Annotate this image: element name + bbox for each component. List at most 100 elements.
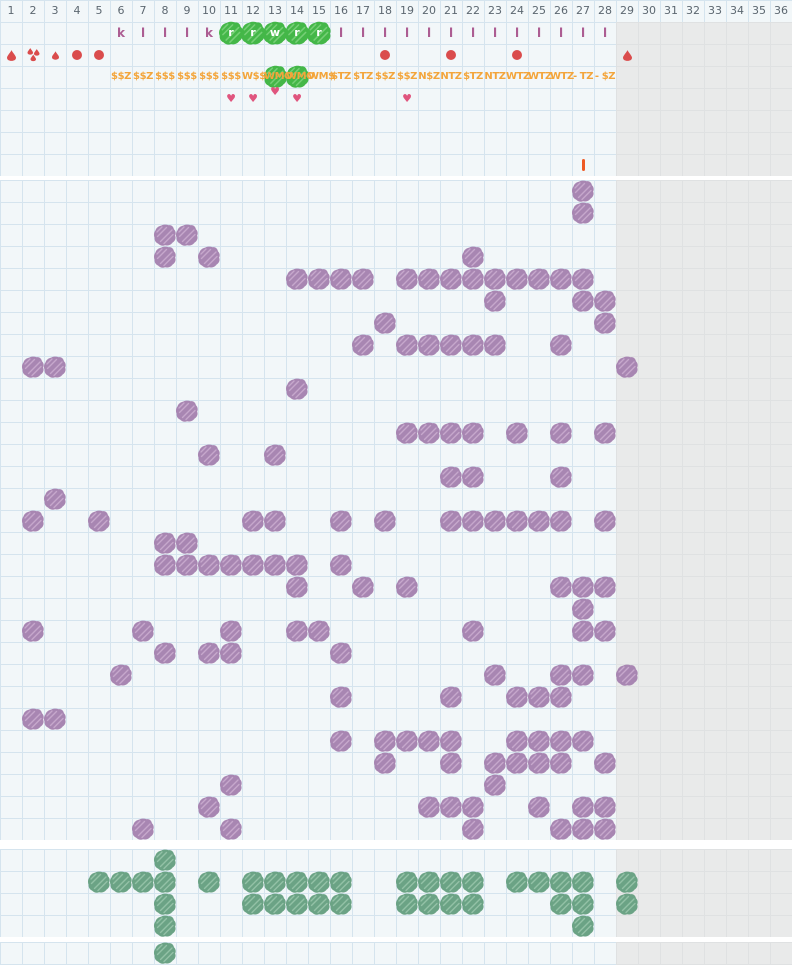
crop-blob-purple[interactable] — [153, 223, 177, 247]
crop-blob-purple[interactable] — [593, 311, 617, 335]
crop-blob-purple[interactable] — [571, 201, 595, 225]
harvest-letter-blob[interactable]: r — [306, 20, 332, 46]
crop-blob-purple[interactable] — [571, 575, 595, 599]
crop-blob-purple[interactable] — [197, 245, 221, 269]
crop-blob-purple[interactable] — [43, 487, 67, 511]
crop-blob-purple[interactable] — [593, 795, 617, 819]
crop-blob-purple[interactable] — [439, 267, 463, 291]
crop-blob-purple[interactable] — [483, 509, 507, 533]
crop-blob-purple[interactable] — [241, 553, 265, 577]
crop-blob-green[interactable] — [153, 914, 177, 938]
crop-blob-purple[interactable] — [549, 267, 573, 291]
crop-blob-purple[interactable] — [395, 421, 419, 445]
crop-blob-purple[interactable] — [197, 443, 221, 467]
crop-blob-purple[interactable] — [285, 619, 309, 643]
crop-blob-purple[interactable] — [571, 179, 595, 203]
crop-blob-green[interactable] — [571, 892, 595, 916]
crop-blob-green[interactable] — [153, 848, 177, 872]
crop-blob-purple[interactable] — [351, 267, 375, 291]
harvest-letter-blob[interactable]: r — [218, 20, 244, 46]
crop-blob-purple[interactable] — [439, 729, 463, 753]
crop-blob-green[interactable] — [615, 870, 639, 894]
crop-blob-green[interactable] — [307, 892, 331, 916]
crop-blob-green[interactable] — [505, 870, 529, 894]
crop-blob-purple[interactable] — [21, 707, 45, 731]
crop-blob-green[interactable] — [153, 941, 177, 965]
calendar-grid-main[interactable] — [0, 179, 792, 841]
crop-blob-purple[interactable] — [417, 795, 441, 819]
crop-blob-purple[interactable] — [549, 663, 573, 687]
calendar-header-grid[interactable]: 1 2 3 4 5 6 7 8 9 10 11 12 13 14 15 16 17 18 19 20 21 22 23 24 2… — [0, 0, 792, 176]
crop-blob-green[interactable] — [197, 870, 221, 894]
crop-blob-purple[interactable] — [329, 685, 353, 709]
crop-blob-purple[interactable] — [527, 729, 551, 753]
crop-blob-purple[interactable] — [483, 289, 507, 313]
crop-blob-purple[interactable] — [527, 509, 551, 533]
crop-blob-purple[interactable] — [571, 817, 595, 841]
crop-blob-purple[interactable] — [549, 509, 573, 533]
crop-blob-purple[interactable] — [593, 575, 617, 599]
crop-blob-purple[interactable] — [285, 575, 309, 599]
crop-blob-green[interactable] — [329, 870, 353, 894]
crop-blob-purple[interactable] — [285, 267, 309, 291]
crop-blob-green[interactable] — [153, 892, 177, 916]
crop-blob-purple[interactable] — [373, 729, 397, 753]
crop-blob-green[interactable] — [285, 870, 309, 894]
crop-blob-purple[interactable] — [461, 245, 485, 269]
crop-blob-purple[interactable] — [307, 267, 331, 291]
crop-blob-purple[interactable] — [417, 421, 441, 445]
crop-blob-purple[interactable] — [395, 267, 419, 291]
crop-blob-purple[interactable] — [461, 795, 485, 819]
crop-blob-purple[interactable] — [461, 267, 485, 291]
crop-blob-green[interactable] — [285, 892, 309, 916]
crop-blob-purple[interactable] — [219, 619, 243, 643]
crop-blob-green[interactable] — [439, 870, 463, 894]
crop-blob-purple[interactable] — [373, 751, 397, 775]
crop-blob-purple[interactable] — [175, 223, 199, 247]
crop-blob-green[interactable] — [395, 892, 419, 916]
crop-blob-purple[interactable] — [153, 245, 177, 269]
crop-blob-purple[interactable] — [483, 773, 507, 797]
crop-blob-purple[interactable] — [153, 553, 177, 577]
crop-blob-purple[interactable] — [549, 333, 573, 357]
crop-blob-purple[interactable] — [571, 267, 595, 291]
crop-blob-purple[interactable] — [483, 267, 507, 291]
crop-blob-purple[interactable] — [417, 729, 441, 753]
crop-blob-purple[interactable] — [615, 663, 639, 687]
crop-blob-purple[interactable] — [439, 465, 463, 489]
crop-blob-green[interactable] — [571, 870, 595, 894]
crop-blob-green[interactable] — [417, 870, 441, 894]
crop-blob-purple[interactable] — [43, 355, 67, 379]
crop-blob-green[interactable] — [307, 870, 331, 894]
crop-blob-purple[interactable] — [21, 619, 45, 643]
crop-blob-purple[interactable] — [549, 465, 573, 489]
crop-blob-green[interactable] — [87, 870, 111, 894]
crop-blob-purple[interactable] — [571, 619, 595, 643]
crop-blob-purple[interactable] — [593, 619, 617, 643]
crop-blob-purple[interactable] — [505, 751, 529, 775]
crop-blob-purple[interactable] — [395, 333, 419, 357]
crop-blob-purple[interactable] — [175, 399, 199, 423]
harvest-letter-blob[interactable]: r — [284, 20, 310, 46]
crop-blob-green[interactable] — [461, 870, 485, 894]
crop-blob-purple[interactable] — [571, 795, 595, 819]
crop-blob-purple[interactable] — [395, 729, 419, 753]
crop-blob-purple[interactable] — [439, 795, 463, 819]
crop-blob-purple[interactable] — [461, 333, 485, 357]
crop-blob-purple[interactable] — [593, 817, 617, 841]
crop-blob-purple[interactable] — [21, 355, 45, 379]
crop-blob-purple[interactable] — [329, 641, 353, 665]
crop-blob-purple[interactable] — [483, 663, 507, 687]
crop-blob-purple[interactable] — [197, 795, 221, 819]
crop-blob-purple[interactable] — [417, 267, 441, 291]
crop-blob-purple[interactable] — [593, 751, 617, 775]
crop-blob-green[interactable] — [109, 870, 133, 894]
crop-blob-purple[interactable] — [285, 553, 309, 577]
crop-blob-purple[interactable] — [461, 421, 485, 445]
crop-blob-purple[interactable] — [483, 751, 507, 775]
calendar-grid-footer[interactable] — [0, 941, 792, 965]
crop-blob-purple[interactable] — [263, 553, 287, 577]
crop-blob-purple[interactable] — [439, 751, 463, 775]
crop-blob-purple[interactable] — [43, 707, 67, 731]
crop-blob-purple[interactable] — [351, 575, 375, 599]
